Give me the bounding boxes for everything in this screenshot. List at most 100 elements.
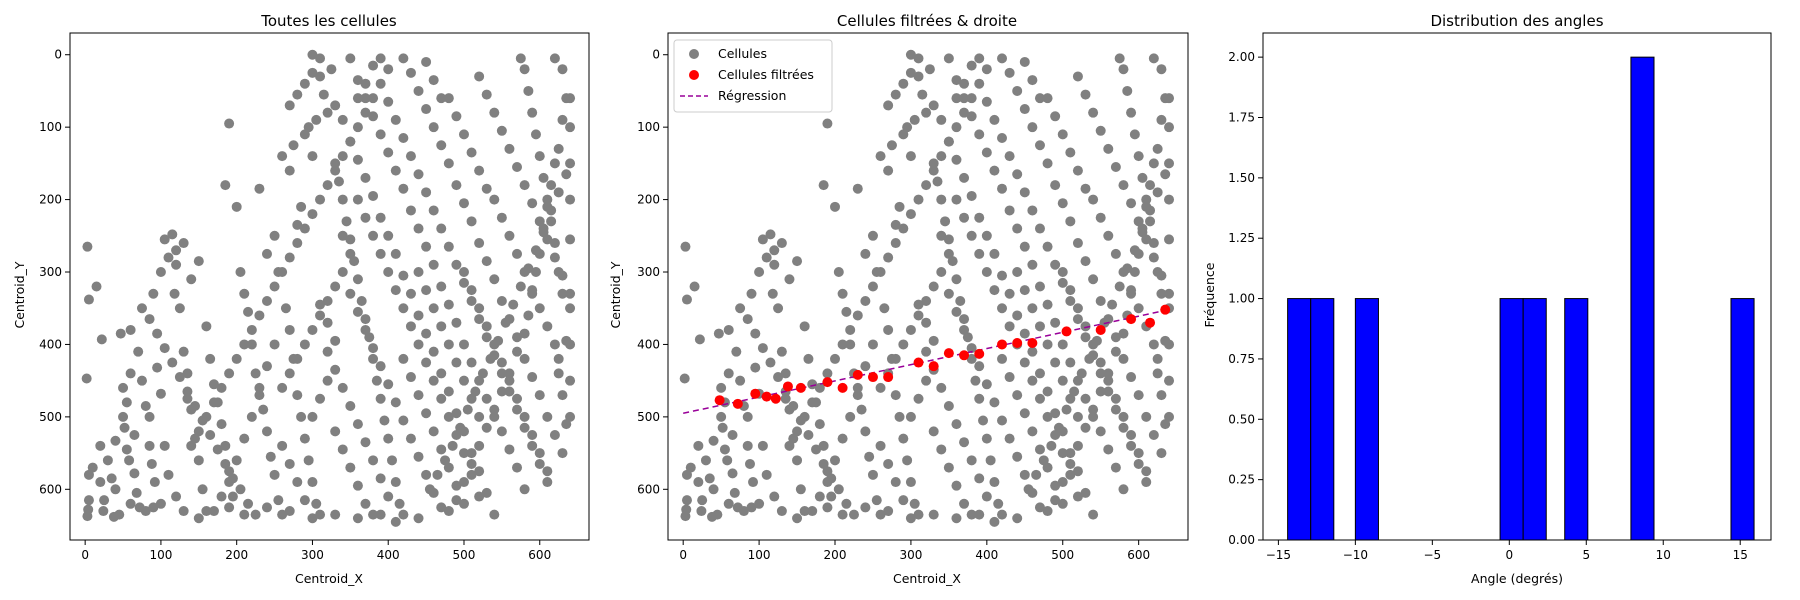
cell-point [246,411,257,422]
cell-point [905,151,916,162]
cell-point [905,477,916,488]
cell-point [875,509,886,520]
cell-point [717,422,728,433]
cell-point [481,321,492,332]
cell-point [1126,107,1137,118]
cell-point [735,303,746,314]
cell-point [989,397,1000,408]
cell-point [390,114,401,125]
cell-point [788,401,799,412]
cell-point [803,429,814,440]
axis-ticks: 0 100 200 300 400 500 600 0 100 200 300 400 500 600 [39,48,551,562]
cell-point [799,321,810,332]
cell-point [451,111,462,122]
cell-point [307,477,318,488]
cell-point [974,78,985,89]
cell-point [216,419,227,430]
cell-point [269,281,280,292]
cell-point [405,321,416,332]
cell-point [512,332,523,343]
cell-point [458,448,469,459]
cell-point [224,118,235,129]
cell-point [296,201,307,212]
cell-point [1019,357,1030,368]
cell-point [315,509,326,520]
cell-point [447,440,458,451]
cell-point [277,440,288,451]
cell-point [398,303,409,314]
cell-point [722,455,733,466]
cell-point [458,267,469,278]
cell-point [879,303,890,314]
cell-point [746,288,757,299]
cell-point [974,393,985,404]
cell-point [807,379,818,390]
plot-frame [667,32,1189,541]
cell-point [989,165,1000,176]
cell-point [898,223,909,234]
cell-point [144,314,155,325]
cell-point [951,122,962,133]
cell-point [428,426,439,437]
cell-point [864,451,875,462]
cell-point [356,295,367,306]
cell-point [1072,314,1083,325]
cell-point [546,180,557,191]
cell-point [538,223,549,234]
x-tick-label: 100 [748,548,771,562]
cell-point [966,60,977,71]
cell-point [519,484,530,495]
cell-point [436,140,447,151]
y-tick-label: 1.00 [1228,292,1255,306]
cell-point [315,299,326,310]
cell-point [974,129,985,140]
cell-point [1004,288,1015,299]
cell-point [159,440,170,451]
cell-point [504,368,515,379]
cell-point [871,495,882,506]
cell-point [799,506,810,517]
cell-point [928,509,939,520]
filtered-cell-point [883,372,894,383]
cell-point [496,295,507,306]
cell-point [148,288,159,299]
cell-point [269,469,280,480]
cell-point [337,230,348,241]
cell-point [981,96,992,107]
cell-point [95,477,106,488]
cell-point [542,321,553,332]
cell-point [390,248,401,259]
cell-point [443,158,454,169]
cell-point [443,241,454,252]
cell-point [345,248,356,259]
cell-point [561,169,572,180]
cell-point [997,53,1008,64]
legend-marker-cells [689,49,699,59]
cell-point [1164,122,1175,133]
cell-point [553,353,564,364]
cell-point [1012,267,1023,278]
cell-point [959,324,970,335]
cell-point [936,151,947,162]
cell-point [680,241,691,252]
cell-point [368,230,379,241]
x-tick-label: −5 [1423,548,1441,562]
cell-point [169,288,180,299]
cell-point [527,372,538,383]
y-tick-label: 1.75 [1228,111,1255,125]
cell-point [315,194,326,205]
cell-point [966,230,977,241]
cell-point [867,230,878,241]
cell-point [474,440,485,451]
filtered-cell-point [959,350,970,361]
cell-point [512,393,523,404]
scatter-panel-filtered-cells: Cellules filtrées & droite Centroid_X Ce… [608,12,1189,586]
cell-point [1065,357,1076,368]
cell-point [757,440,768,451]
cell-point [99,495,110,506]
cell-point [727,468,738,479]
cell-point [375,129,386,140]
cell-point [481,393,492,404]
cell-point [1152,187,1163,198]
cell-point [398,509,409,520]
